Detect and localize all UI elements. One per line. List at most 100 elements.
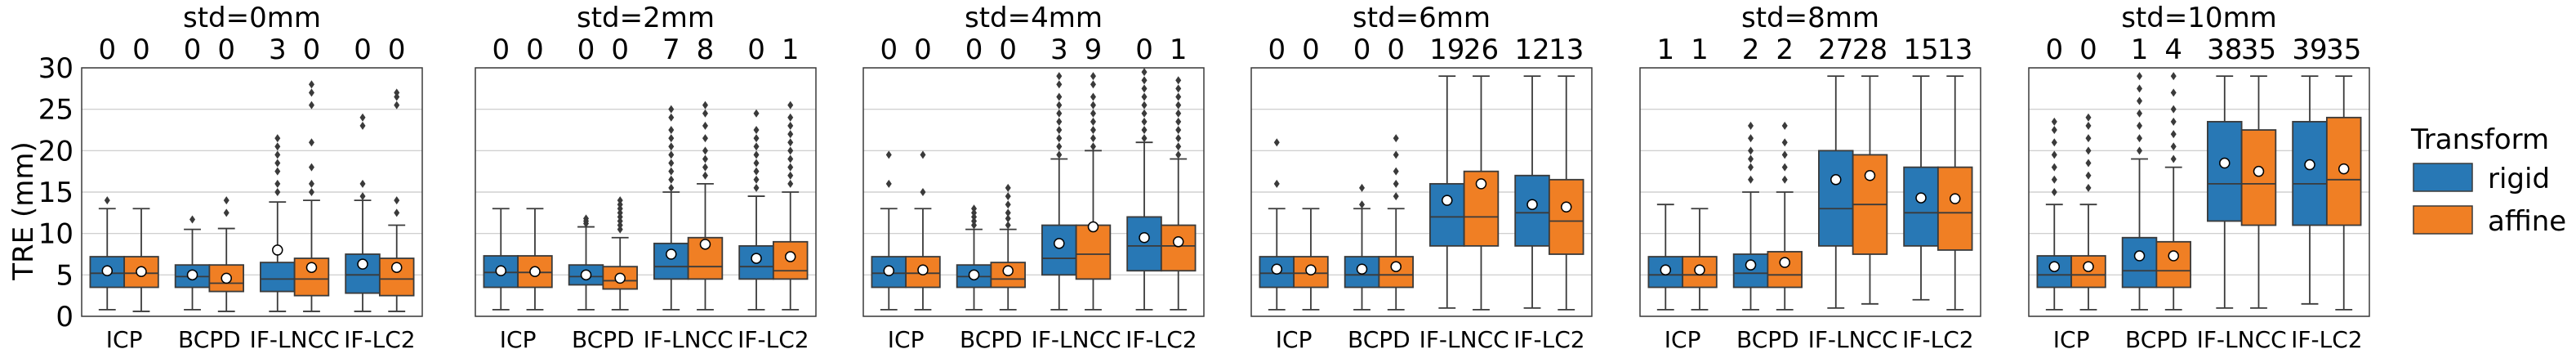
x-tick-label: IF-LC2 (1513, 326, 1584, 353)
outlier-point (1056, 109, 1063, 118)
outlier-count: 0 (747, 34, 765, 66)
outlier-point (583, 214, 590, 223)
outlier-point (1141, 92, 1148, 101)
outlier-count: 26 (1464, 34, 1499, 66)
outlier-point (1393, 179, 1399, 188)
outlier-point (1141, 84, 1148, 93)
x-tick-label: ICP (2053, 326, 2090, 353)
outlier-point (1175, 142, 1182, 151)
mean-marker (1779, 257, 1790, 268)
outlier-point (1056, 117, 1063, 126)
outlier-point (2051, 175, 2057, 184)
outlier-point (787, 113, 794, 122)
x-tick-label: BCPD (960, 326, 1023, 353)
outlier-point (702, 171, 708, 180)
outlier-count: 0 (880, 34, 898, 66)
outlier-point (1175, 150, 1182, 159)
outlier-point (2137, 109, 2143, 118)
box-icp-affine (1682, 208, 1718, 311)
box-if-lncc-affine (687, 101, 724, 311)
outlier-count: 0 (577, 34, 595, 66)
outlier-count: 9 (1085, 34, 1103, 66)
outlier-point (702, 121, 708, 130)
outlier-point (885, 150, 892, 159)
box-if-lc2-affine (1160, 76, 1197, 311)
panel-frame (2028, 67, 2370, 317)
outlier-count: 1 (1691, 34, 1709, 66)
outlier-point (753, 183, 760, 192)
outlier-point (274, 134, 281, 143)
outlier-count: 13 (1937, 34, 1972, 66)
outlier-count: 15 (1903, 34, 1938, 66)
legend-title: Transform (2410, 123, 2549, 156)
panel-title: std=2mm (577, 2, 715, 34)
mean-marker (1915, 192, 1927, 204)
outlier-point (274, 150, 281, 159)
outlier-point (668, 167, 675, 176)
outlier-count: 35 (2326, 34, 2361, 66)
y-tick-label: 25 (38, 94, 74, 127)
box-bcpd-affine (1378, 134, 1414, 311)
outlier-count: 0 (132, 34, 150, 66)
legend: Transform rigid affine (2410, 123, 2566, 238)
box-bcpd-rigid (174, 215, 211, 311)
x-tick-label: IF-LNCC (2197, 326, 2287, 353)
box-if-lc2-affine (772, 101, 809, 311)
box-if-lncc-rigid (2207, 75, 2243, 309)
outlier-count: 38 (2207, 34, 2242, 66)
outlier-point (668, 142, 675, 151)
outlier-point (787, 101, 794, 110)
outlier-point (223, 208, 230, 217)
outlier-point (1090, 117, 1096, 126)
outlier-count: 19 (1429, 34, 1464, 66)
box-if-lncc-rigid (1041, 72, 1077, 311)
outlier-point (1393, 150, 1399, 159)
outlier-point (308, 179, 314, 188)
box-body (260, 262, 296, 293)
outlier-point (1056, 72, 1063, 81)
outlier-count: 0 (492, 34, 510, 66)
box-body (1514, 174, 1550, 247)
outlier-point (668, 183, 675, 192)
panel-title: std=4mm (965, 2, 1103, 34)
y-tick-label: 20 (38, 135, 74, 168)
mean-marker (1694, 264, 1705, 276)
outlier-point (668, 113, 675, 122)
outlier-point (1056, 101, 1063, 110)
outlier-point (1175, 92, 1182, 101)
box-if-lncc-rigid (260, 134, 296, 312)
outlier-point (2170, 72, 2177, 81)
outlier-point (2170, 130, 2177, 139)
box-icp-rigid (2036, 117, 2073, 311)
outlier-point (787, 138, 794, 147)
box-if-lncc-affine (1852, 75, 1888, 305)
outlier-point (1781, 175, 1788, 184)
x-tick-label: BCPD (572, 326, 635, 353)
box-body (1818, 150, 1854, 247)
outlier-count: 27 (1818, 34, 1853, 66)
outlier-count: 35 (2241, 34, 2276, 66)
outlier-count: 12 (1514, 34, 1549, 66)
outlier-point (308, 101, 314, 110)
outlier-count: 7 (662, 34, 680, 66)
x-tick-label: IF-LNCC (250, 326, 340, 353)
outlier-point (2085, 146, 2092, 155)
x-tick-label: ICP (1276, 326, 1313, 353)
mean-marker (2133, 250, 2146, 262)
outlier-point (394, 88, 400, 97)
outlier-count: 3 (1050, 34, 1068, 66)
outlier-point (920, 188, 926, 196)
y-tick-label: 0 (56, 301, 74, 333)
box-icp-rigid (871, 150, 907, 311)
panel-title: std=0mm (183, 2, 321, 34)
outlier-point (753, 142, 760, 151)
box-icp-rigid (89, 196, 126, 311)
outlier-point (1393, 167, 1399, 176)
outlier-point (617, 196, 623, 205)
outlier-point (787, 179, 794, 188)
box-body (2207, 120, 2243, 222)
mean-marker (1526, 199, 1538, 210)
mean-marker (1087, 221, 1099, 233)
box-if-lncc-rigid (1429, 75, 1465, 309)
outlier-point (2085, 113, 2092, 122)
